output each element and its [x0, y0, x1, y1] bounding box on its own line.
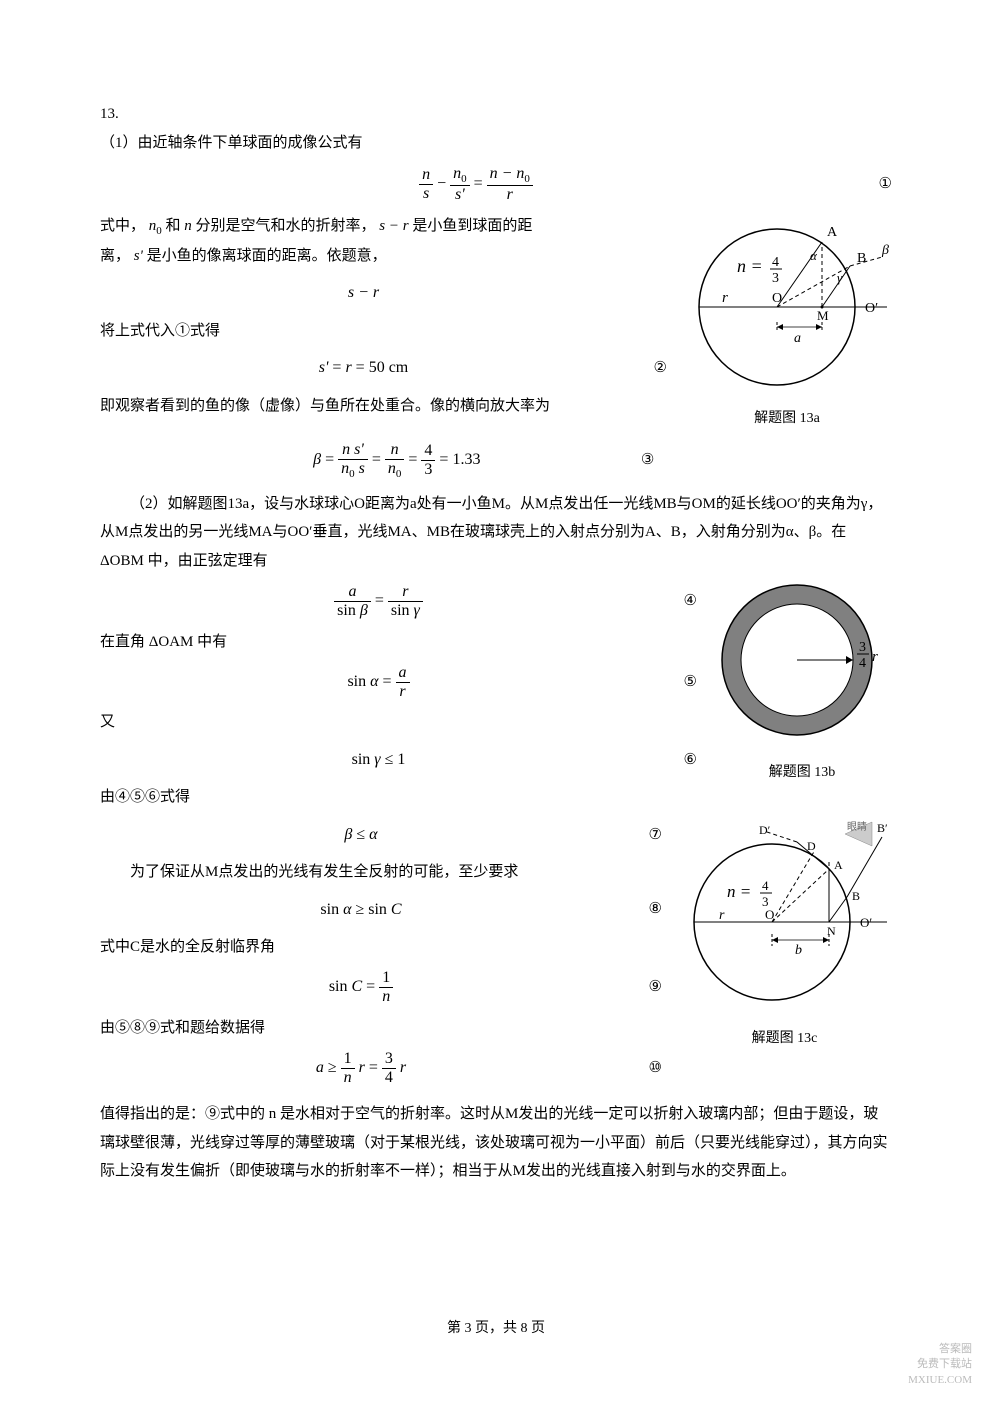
p2-condition: 为了保证从M点发出的光线有发生全反射的可能，至少要求: [100, 858, 662, 887]
equation-8: sin α ≥ sin C ⑧: [100, 895, 662, 925]
p2-you: 又: [100, 708, 697, 737]
svg-text:3: 3: [859, 640, 866, 655]
svg-text:r: r: [719, 908, 725, 923]
svg-text:O: O: [772, 291, 782, 306]
figure-13b: 3 4 r 解题图 13b: [712, 575, 892, 786]
equation-10: a ≥ 1n r = 34 r ⑩: [100, 1050, 662, 1086]
p2-para1: （2）如解题图13a，设与水球球心O距离为a处有一小鱼M。从M点发出任一光线MB…: [100, 490, 892, 576]
svg-text:3: 3: [772, 271, 779, 286]
svg-text:M: M: [817, 308, 829, 323]
svg-text:n =: n =: [727, 882, 751, 901]
svg-text:N: N: [827, 924, 836, 938]
svg-text:4: 4: [859, 656, 866, 671]
conclusion: 值得指出的是：⑨式中的 n 是水相对于空气的折射率。这时从M发出的光线一定可以折…: [100, 1100, 892, 1186]
svg-text:眼睛: 眼睛: [847, 821, 867, 833]
equation-1: ns − n0s' = n − n0r ①: [100, 165, 892, 204]
svg-text:n =: n =: [737, 256, 763, 276]
equation-5: sin α = ar ⑤: [100, 664, 697, 700]
p1-text-line1: 式中， n0 和 n 分别是空气和水的折射率， s − r 是小鱼到球面的距: [100, 212, 667, 242]
p2-critical: 式中C是水的全反射临界角: [100, 933, 662, 962]
svg-text:r: r: [722, 290, 728, 306]
svg-text:b: b: [795, 943, 802, 958]
svg-text:D′: D′: [759, 823, 771, 837]
problem-number: 13.: [100, 100, 892, 129]
equation-7: β ≤ α ⑦: [100, 820, 662, 850]
svg-text:4: 4: [772, 255, 779, 270]
p1-intro: （1）由近轴条件下单球面的成像公式有: [100, 129, 892, 158]
equation-6: sin γ ≤ 1 ⑥: [100, 745, 697, 775]
svg-text:O′: O′: [860, 915, 872, 930]
p1-after-eq2: 即观察者看到的鱼的像（虚像）与鱼所在处重合。像的横向放大率为: [100, 392, 667, 421]
svg-text:A: A: [834, 858, 843, 872]
figure-13c: n = 4 3 r O N O′ A B B′ D D′ 眼睛 b 解题图 13…: [677, 812, 892, 1053]
svg-text:r: r: [872, 649, 878, 665]
svg-text:O′: O′: [865, 301, 878, 316]
svg-text:β: β: [881, 243, 889, 258]
svg-text:γ: γ: [837, 270, 843, 285]
figure-13a: n = 4 3 r O A B β α γ M O′ a 解题图 13a: [682, 212, 892, 433]
p1-text-line2: 离， s' 是小鱼的像离球面的距离。依题意，: [100, 242, 667, 271]
svg-text:A: A: [827, 225, 838, 240]
p1-sub: 将上式代入①式得: [100, 317, 667, 346]
p2-456: 由④⑤⑥式得: [100, 783, 697, 812]
watermark: 答案圈 免费下载站 MXIUE.COM: [908, 1342, 972, 1388]
svg-text:a: a: [794, 331, 801, 346]
equation-2: s' = r = 50 cm ②: [100, 353, 667, 383]
eq-s-minus-r: s − r: [100, 278, 667, 308]
svg-text:B: B: [857, 251, 866, 266]
p2-589: 由⑤⑧⑨式和题给数据得: [100, 1014, 662, 1043]
equation-9: sin C = 1n ⑨: [100, 969, 662, 1005]
p2-oam: 在直角 ΔOAM 中有: [100, 628, 697, 657]
svg-text:D: D: [807, 839, 816, 853]
svg-text:α: α: [810, 248, 818, 263]
equation-3: β = n s'n0 s = nn0 = 43 = 1.33 ③: [179, 441, 654, 480]
equation-4: asin β = rsin γ ④: [100, 583, 697, 619]
svg-text:O: O: [765, 907, 774, 922]
svg-text:B: B: [852, 889, 860, 903]
svg-text:4: 4: [762, 878, 769, 893]
page-footer: 第 3 页，共 8 页: [100, 1316, 892, 1343]
svg-text:B′: B′: [877, 821, 888, 835]
